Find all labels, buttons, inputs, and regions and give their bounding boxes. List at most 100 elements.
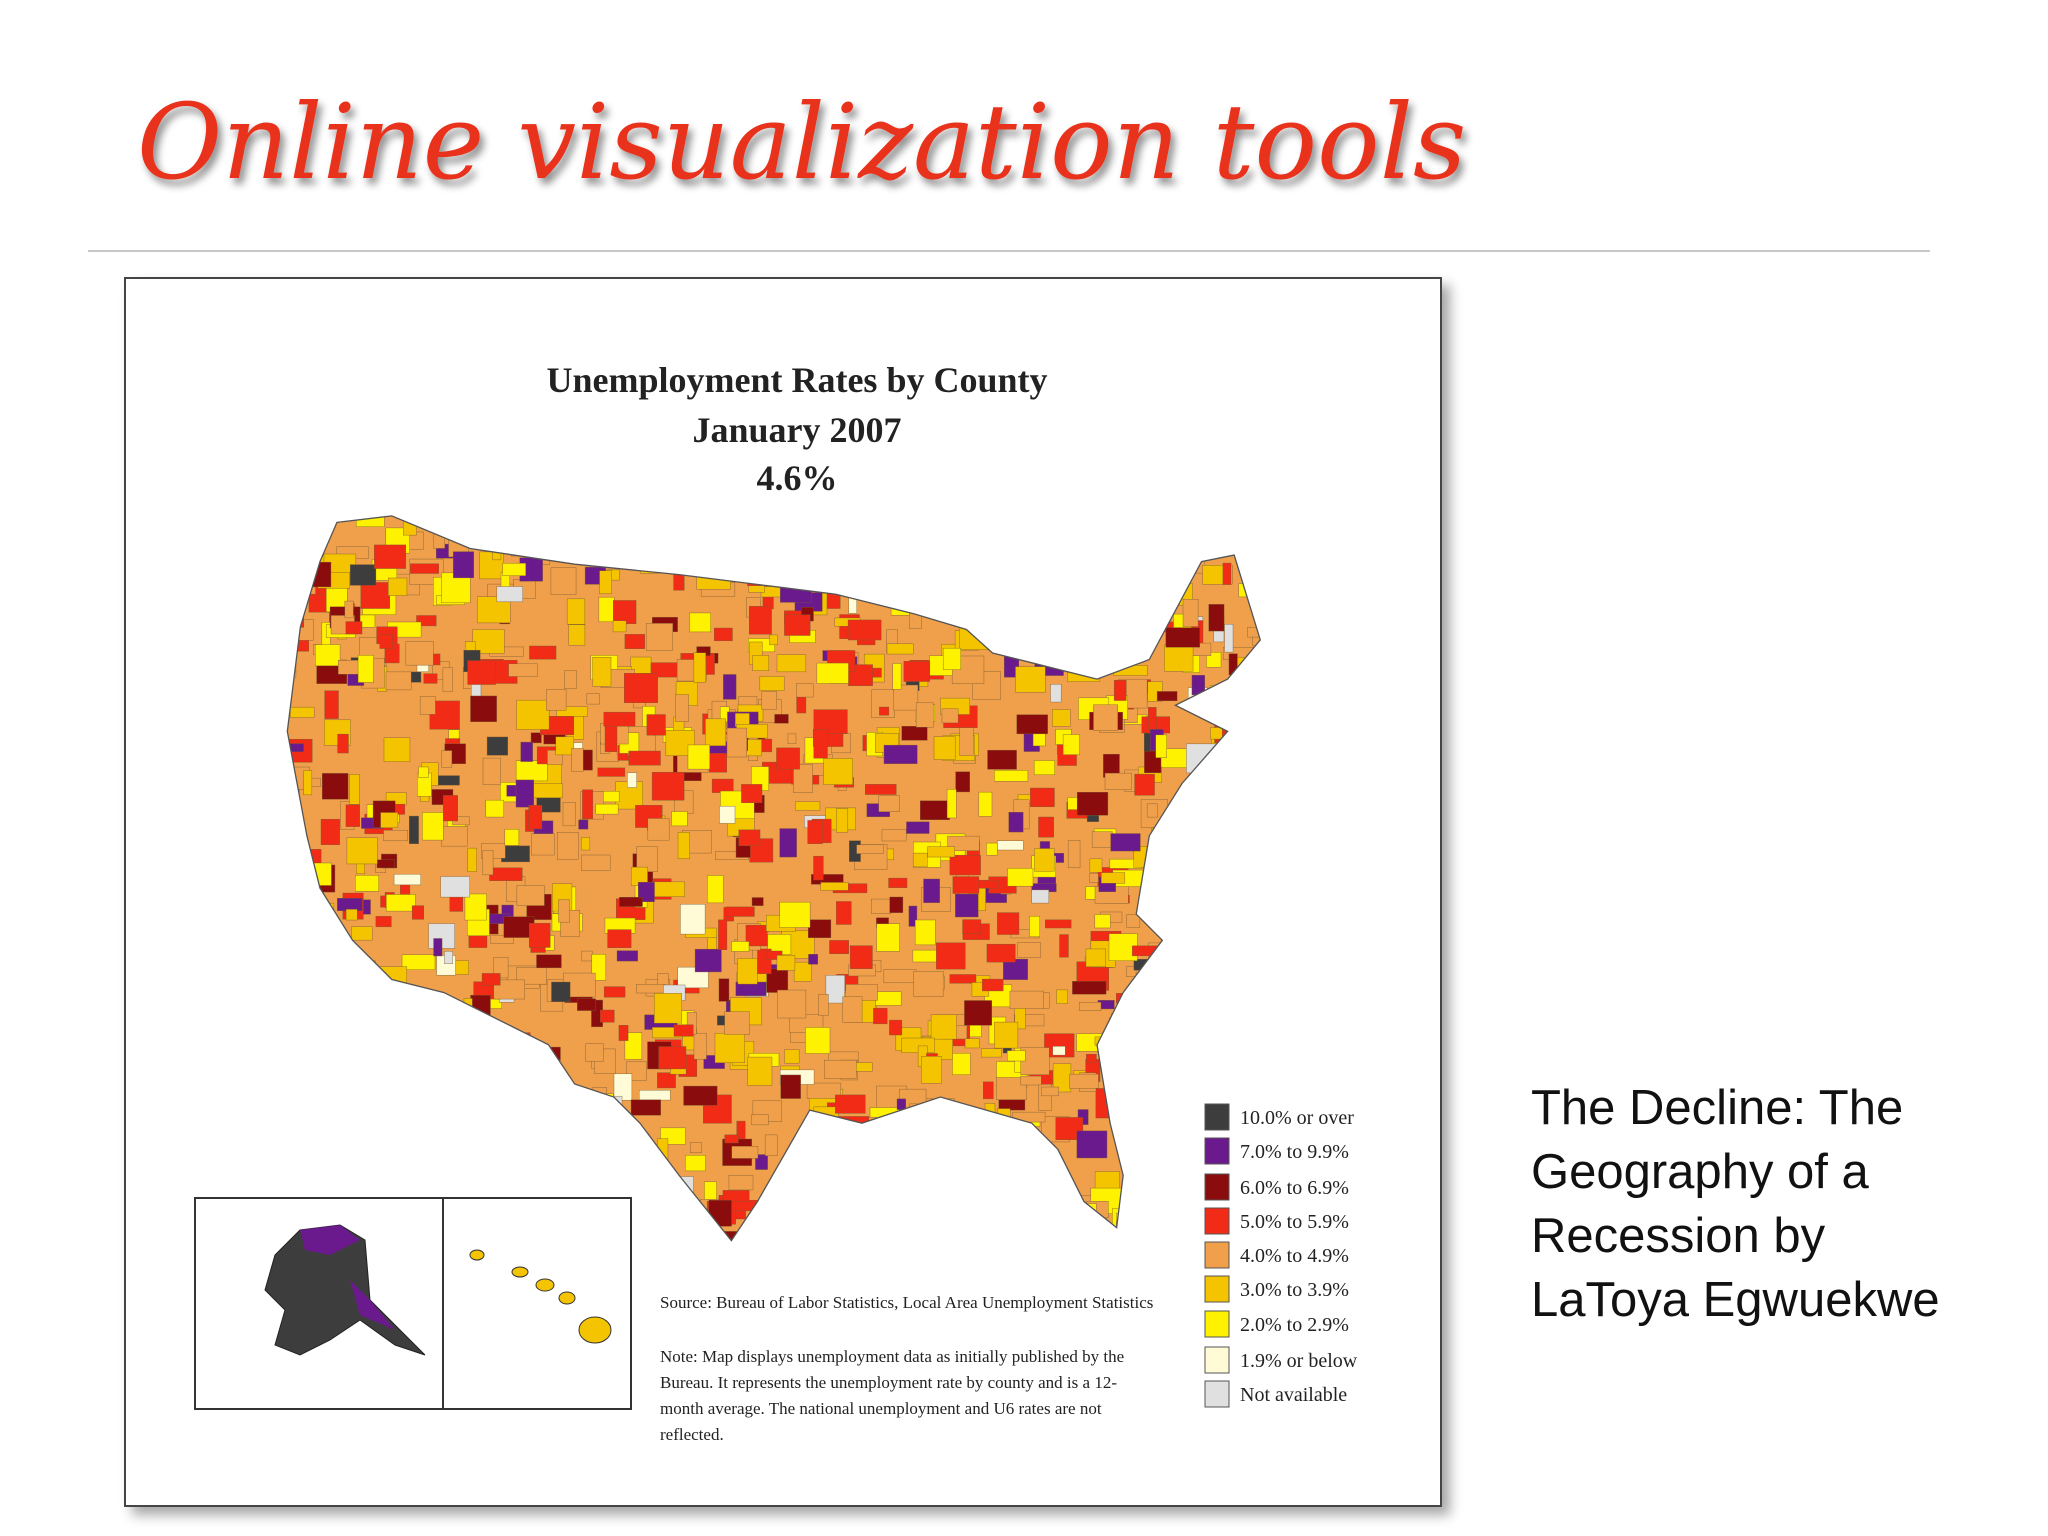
- legend-label: 2.0% to 2.9%: [1240, 1314, 1349, 1336]
- county-patch: [346, 837, 378, 865]
- county-patch: [562, 802, 576, 827]
- county-patch: [849, 945, 873, 969]
- county-patch: [566, 598, 586, 625]
- county-patch: [1079, 1001, 1102, 1011]
- county-patch: [816, 662, 849, 684]
- county-patch: [886, 643, 914, 655]
- county-patch: [723, 674, 737, 700]
- county-patch: [607, 929, 632, 949]
- county-patch: [568, 624, 586, 646]
- county-patch: [677, 832, 690, 860]
- legend-swatch: [1204, 1310, 1230, 1338]
- county-patch: [913, 971, 944, 997]
- county-patch: [724, 1134, 739, 1144]
- hawaii-island: [469, 1249, 485, 1261]
- county-patch: [1007, 868, 1034, 887]
- county-patch: [776, 747, 800, 770]
- county-patch: [673, 1024, 694, 1037]
- county-patch: [657, 1072, 676, 1089]
- county-patch: [337, 898, 363, 911]
- county-patch: [1052, 709, 1071, 727]
- county-patch: [637, 881, 655, 902]
- county-patch: [829, 940, 849, 955]
- county-patch: [1126, 914, 1141, 928]
- county-patch: [813, 855, 824, 881]
- county-patch: [982, 978, 1004, 992]
- county-patch: [555, 736, 574, 756]
- county-patch: [516, 699, 550, 730]
- county-patch: [546, 689, 567, 711]
- county-patch: [385, 671, 412, 691]
- county-patch: [1155, 734, 1167, 759]
- county-patch: [585, 1043, 604, 1062]
- county-patch: [658, 1046, 687, 1070]
- county-patch: [1091, 831, 1113, 848]
- county-patch: [636, 984, 667, 994]
- legend-swatch: [1204, 1207, 1230, 1235]
- county-patch: [441, 826, 468, 847]
- county-patch: [1059, 934, 1069, 958]
- county-patch: [704, 1181, 717, 1201]
- slide-title: Online visualization tools: [137, 81, 1466, 203]
- county-patch: [493, 979, 525, 1000]
- county-patch: [719, 805, 736, 824]
- county-patch: [776, 955, 796, 971]
- county-patch: [1206, 652, 1222, 668]
- county-patch: [558, 899, 570, 923]
- county-patch: [493, 957, 509, 979]
- county-patch: [876, 923, 900, 952]
- county-patch: [888, 877, 908, 888]
- county-patch: [599, 570, 612, 594]
- county-patch: [1009, 990, 1044, 1009]
- caption: The Decline: The Geography of a Recessio…: [1531, 1081, 1940, 1327]
- legend-label: 7.0% to 9.9%: [1240, 1141, 1349, 1163]
- county-patch: [1148, 707, 1157, 730]
- county-patch: [718, 978, 730, 1002]
- county-patch: [915, 702, 934, 728]
- county-patch: [393, 873, 421, 886]
- county-patch: [731, 941, 750, 952]
- county-patch: [892, 663, 902, 690]
- county-patch: [433, 938, 443, 957]
- county-patch: [303, 770, 313, 796]
- county-patch: [603, 986, 626, 998]
- county-patch: [997, 912, 1020, 935]
- county-patch: [1252, 631, 1261, 646]
- county-patch: [807, 820, 823, 844]
- county-patch: [638, 1090, 671, 1101]
- county-patch: [752, 655, 770, 671]
- legend-label: 1.9% or below: [1240, 1350, 1358, 1372]
- alaska-region: [350, 1280, 395, 1330]
- county-patch: [1056, 989, 1068, 1004]
- county-patch: [383, 829, 408, 842]
- county-patch: [464, 893, 487, 921]
- county-patch: [501, 845, 530, 863]
- county-patch: [515, 779, 534, 808]
- county-patch: [315, 644, 341, 667]
- county-patch: [694, 948, 722, 973]
- county-patch: [949, 974, 976, 984]
- caption-line: The Decline: The: [1531, 1081, 1903, 1135]
- county-patch: [689, 612, 711, 633]
- county-patch: [779, 828, 797, 858]
- county-patch: [486, 736, 508, 756]
- county-patch: [423, 673, 438, 684]
- county-patch: [962, 919, 982, 934]
- county-patch: [410, 671, 422, 683]
- county-patch: [564, 670, 577, 689]
- county-patch: [1182, 598, 1199, 627]
- county-patch: [981, 1048, 1002, 1058]
- county-patch: [383, 737, 411, 763]
- county-patch: [1030, 787, 1055, 808]
- county-patch: [1050, 684, 1062, 703]
- caption-line: Geography of a: [1531, 1145, 1870, 1199]
- county-patch: [964, 1038, 980, 1049]
- county-patch: [1146, 803, 1158, 818]
- county-patch: [344, 600, 354, 619]
- county-patch: [787, 733, 797, 744]
- county-patch: [1077, 1109, 1089, 1125]
- county-patch: [751, 897, 764, 906]
- county-patch: [883, 744, 918, 764]
- county-patch: [687, 744, 710, 770]
- county-patch: [949, 854, 981, 876]
